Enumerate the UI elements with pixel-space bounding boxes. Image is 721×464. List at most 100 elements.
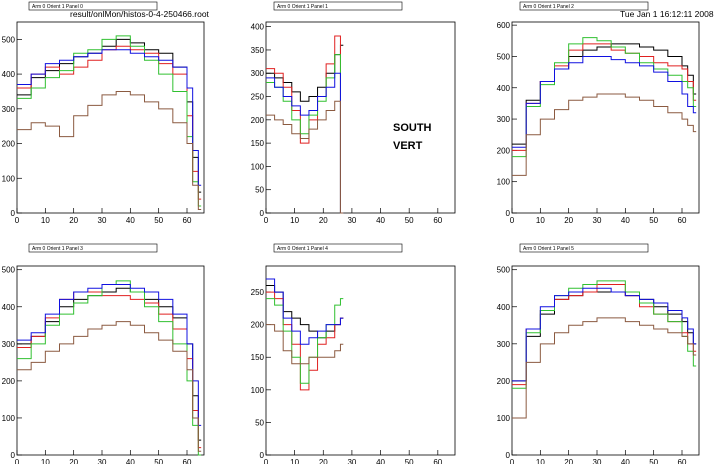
series-black-line bbox=[17, 287, 202, 441]
y-tick-label: 50 bbox=[255, 186, 264, 195]
pad-title: Arm 0 Orient 1 Panel 3 bbox=[32, 246, 83, 252]
series-brown-line bbox=[266, 324, 344, 365]
y-tick-label: 100 bbox=[497, 178, 511, 187]
x-tick-label: 0 bbox=[15, 216, 20, 225]
series-green-line bbox=[512, 37, 697, 158]
y-tick-label: 100 bbox=[2, 414, 16, 423]
x-tick-label: 10 bbox=[290, 458, 299, 464]
x-tick-label: 50 bbox=[649, 216, 658, 225]
histogram-pad-0: Arm 0 Orient 1 Panel 0 0 10 20 30 40 50 60 0 100 2… bbox=[2, 1, 205, 225]
y-tick-label: 100 bbox=[251, 386, 265, 395]
x-tick-label: 40 bbox=[126, 458, 135, 464]
series-green-line bbox=[512, 280, 697, 389]
x-tick-label: 30 bbox=[347, 216, 356, 225]
series-green-line bbox=[17, 280, 202, 456]
series-black-line bbox=[17, 38, 202, 193]
series-brown-line bbox=[512, 317, 697, 419]
x-tick-label: 60 bbox=[183, 458, 192, 464]
series-blue-line bbox=[17, 49, 202, 186]
pad-title-box bbox=[28, 1, 158, 11]
x-tick-label: 20 bbox=[69, 458, 78, 464]
x-tick-label: 60 bbox=[678, 216, 687, 225]
y-tick-label: 200 bbox=[2, 377, 16, 386]
y-tick-label: 400 bbox=[2, 70, 16, 79]
x-tick-label: 20 bbox=[564, 216, 573, 225]
x-tick-label: 40 bbox=[621, 458, 630, 464]
x-tick-label: 10 bbox=[536, 216, 545, 225]
x-tick-label: 50 bbox=[405, 216, 414, 225]
pad-title-box bbox=[273, 243, 403, 253]
x-tick-label: 40 bbox=[376, 216, 385, 225]
y-tick-label: 0 bbox=[11, 451, 16, 460]
pad-title-box bbox=[519, 1, 649, 11]
series-green-line bbox=[266, 298, 344, 384]
histogram-pad-3: Arm 0 Orient 1 Panel 3 0 10 20 30 40 50 60 0 100 2… bbox=[2, 243, 205, 464]
series-green-line bbox=[17, 35, 202, 207]
x-tick-label: 50 bbox=[154, 216, 163, 225]
series-blue-line bbox=[266, 72, 344, 214]
pad-title: Arm 0 Orient 1 Panel 0 bbox=[32, 4, 83, 10]
series-black-line bbox=[512, 291, 697, 382]
pad-frame bbox=[265, 265, 456, 456]
x-tick-label: 30 bbox=[593, 216, 602, 225]
x-tick-label: 50 bbox=[154, 458, 163, 464]
histogram-pad-2: Arm 0 Orient 1 Panel 20 10 20 30 40 50 6001002… bbox=[497, 1, 700, 225]
y-tick-label: 150 bbox=[251, 353, 265, 362]
x-tick-label: 40 bbox=[621, 216, 630, 225]
x-tick-label: 60 bbox=[433, 458, 442, 464]
pad-frame bbox=[265, 21, 456, 214]
pad-frame bbox=[16, 265, 205, 456]
y-tick-label: 200 bbox=[2, 140, 16, 149]
pad-title-box bbox=[519, 243, 649, 253]
pad-title-box bbox=[28, 243, 158, 253]
series-blue-line bbox=[512, 55, 697, 148]
x-tick-label: 40 bbox=[126, 216, 135, 225]
timestamp-label: Tue Jan 1 16:12:11 2008 bbox=[620, 9, 714, 19]
y-tick-label: 400 bbox=[251, 23, 265, 32]
x-tick-label: 0 bbox=[510, 216, 515, 225]
histogram-pad-4: Arm 0 Orient 1 Panel 4 0 10 20 30 40 50 60 0 50 10… bbox=[251, 243, 456, 464]
y-tick-label: 300 bbox=[497, 115, 511, 124]
y-tick-label: 500 bbox=[497, 52, 511, 61]
y-tick-label: 300 bbox=[497, 340, 511, 349]
series-brown-line bbox=[17, 90, 202, 211]
x-tick-label: 10 bbox=[536, 458, 545, 464]
x-tick-label: 0 bbox=[264, 458, 269, 464]
pad-frame bbox=[511, 265, 700, 456]
y-tick-label: 150 bbox=[251, 139, 265, 148]
series-red-line bbox=[266, 35, 344, 214]
y-tick-label: 400 bbox=[2, 303, 16, 312]
y-tick-label: 50 bbox=[255, 418, 264, 427]
y-tick-label: 0 bbox=[11, 209, 16, 218]
x-tick-label: 50 bbox=[405, 458, 414, 464]
x-tick-label: 30 bbox=[593, 458, 602, 464]
series-brown-line bbox=[17, 321, 202, 452]
y-tick-label: 300 bbox=[251, 69, 265, 78]
y-tick-label: 100 bbox=[251, 162, 265, 171]
x-tick-label: 10 bbox=[41, 458, 50, 464]
y-tick-label: 500 bbox=[2, 266, 16, 275]
pad-title: Arm 0 Orient 1 Panel 1 bbox=[277, 4, 328, 10]
y-tick-label: 300 bbox=[2, 105, 16, 114]
y-tick-label: 600 bbox=[497, 21, 511, 30]
series-red-line bbox=[17, 45, 202, 200]
x-tick-label: 60 bbox=[433, 216, 442, 225]
pad-title-box bbox=[273, 1, 403, 11]
pad-title: Arm 0 Orient 1 Panel 4 bbox=[277, 246, 328, 252]
pad-frame bbox=[511, 21, 700, 214]
series-red-line bbox=[512, 284, 697, 386]
x-tick-label: 10 bbox=[290, 216, 299, 225]
pad-title: Arm 0 Orient 1 Panel 5 bbox=[523, 246, 574, 252]
series-red-line bbox=[266, 291, 344, 391]
x-tick-label: 30 bbox=[347, 458, 356, 464]
y-tick-label: 350 bbox=[251, 46, 265, 55]
y-tick-label: 0 bbox=[506, 209, 511, 218]
series-blue-line bbox=[266, 278, 344, 345]
x-tick-label: 30 bbox=[98, 458, 107, 464]
y-tick-label: 300 bbox=[2, 340, 16, 349]
y-tick-label: 0 bbox=[506, 451, 511, 460]
x-tick-label: 20 bbox=[564, 458, 573, 464]
x-tick-label: 40 bbox=[376, 458, 385, 464]
y-tick-label: 0 bbox=[260, 209, 265, 218]
